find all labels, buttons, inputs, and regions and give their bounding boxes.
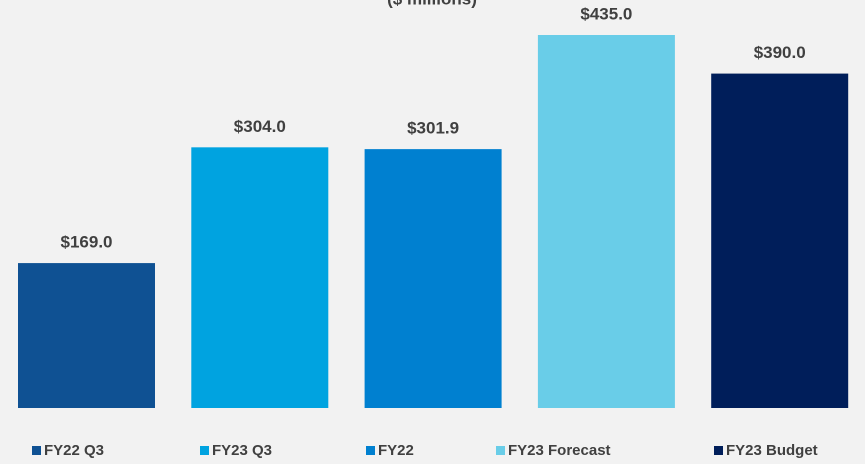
bar xyxy=(537,35,675,408)
bar xyxy=(711,73,849,408)
value-label: $169.0 xyxy=(61,233,113,252)
value-label: $390.0 xyxy=(754,43,806,62)
chart-subtitle: ($ millions) xyxy=(387,0,477,8)
legend-label: FY23 Q3 xyxy=(212,442,272,459)
bar xyxy=(18,263,155,408)
legend-label: FY23 Budget xyxy=(726,442,818,459)
legend-swatch xyxy=(366,446,375,455)
legend-swatch xyxy=(714,446,723,455)
legend-swatch xyxy=(496,446,505,455)
value-label: $435.0 xyxy=(580,4,632,23)
bar xyxy=(364,149,502,408)
legend-label: FY22 Q3 xyxy=(44,442,104,459)
legend-label: FY22 xyxy=(378,442,414,459)
value-label: $301.9 xyxy=(407,119,459,138)
legend-swatch xyxy=(32,446,41,455)
value-label: $304.0 xyxy=(234,117,286,136)
bar xyxy=(191,147,329,408)
legend-swatch xyxy=(200,446,209,455)
legend-label: FY23 Forecast xyxy=(508,442,611,459)
